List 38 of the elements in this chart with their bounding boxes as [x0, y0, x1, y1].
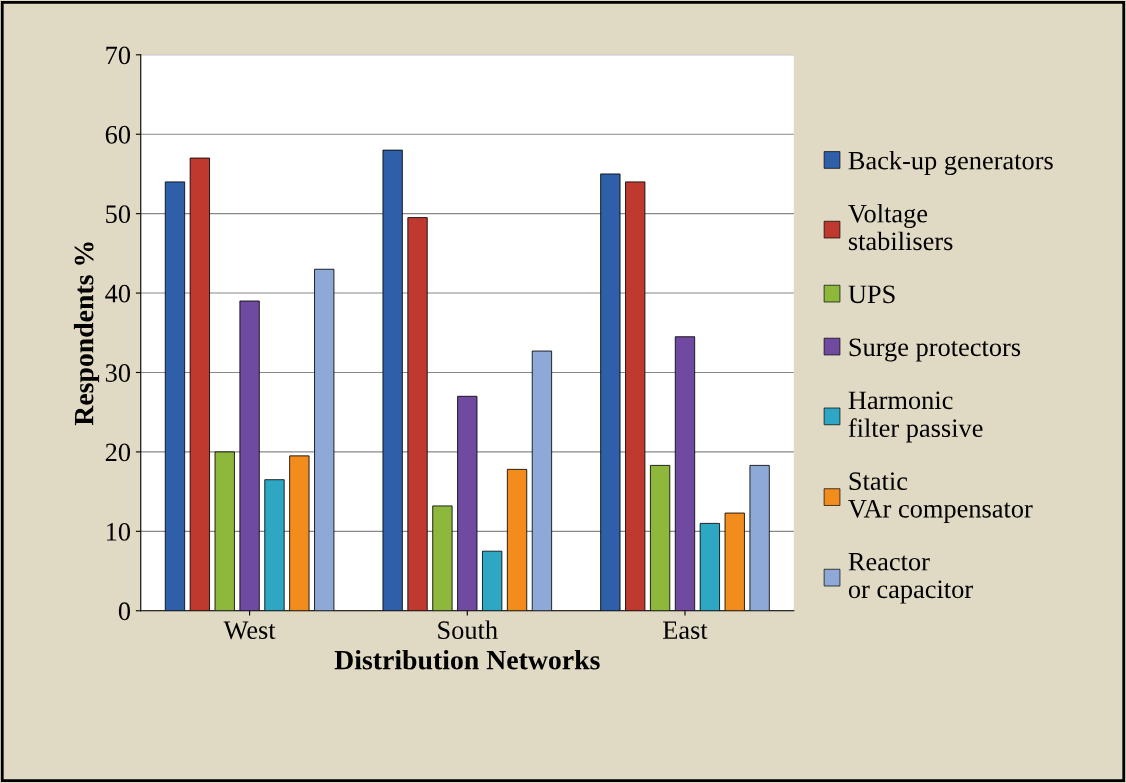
bar: [164, 181, 186, 611]
y-axis-title: Respondents %: [73, 242, 100, 426]
x-axis-title: Distribution Networks: [334, 649, 600, 670]
bar: [432, 505, 453, 611]
legend-label: Reactor or capacitor: [848, 553, 973, 604]
y-tick-label: 0: [118, 602, 131, 621]
bar: [749, 464, 770, 611]
legend-label: Harmonic filter passive: [848, 391, 983, 443]
legend-label: UPS: [848, 285, 895, 304]
bar: [600, 173, 621, 611]
y-tick-label: 60: [105, 125, 131, 144]
y-tick-label: 40: [105, 284, 131, 303]
x-tick-label: West: [223, 621, 276, 640]
bar: [531, 350, 553, 611]
bar: [649, 464, 671, 611]
bar: [264, 479, 285, 611]
bar: [289, 455, 310, 611]
bar: [506, 468, 528, 611]
bar: [699, 522, 720, 611]
bar: [625, 181, 646, 611]
legend-label: Voltage stabilisers: [848, 203, 953, 251]
bar: [482, 550, 503, 611]
legend-label: Back-up generators: [848, 150, 1053, 175]
x-tick-label: South: [438, 620, 498, 640]
bar: [407, 217, 428, 611]
y-tick-label: 70: [106, 46, 131, 65]
y-tick-label: 20: [105, 443, 131, 462]
y-tick-label: 10: [106, 522, 131, 541]
bar: [214, 451, 235, 611]
legend-label: Surge protectors: [849, 338, 1021, 362]
y-tick-label: 30: [105, 364, 131, 382]
x-tick-label: East: [663, 621, 708, 640]
bar: [724, 512, 745, 611]
bar: [382, 149, 403, 611]
y-tick-label: 50: [106, 205, 131, 224]
bar: [189, 157, 210, 611]
bar: [314, 268, 335, 611]
legend-label: Static VAr compensator: [848, 472, 1033, 523]
